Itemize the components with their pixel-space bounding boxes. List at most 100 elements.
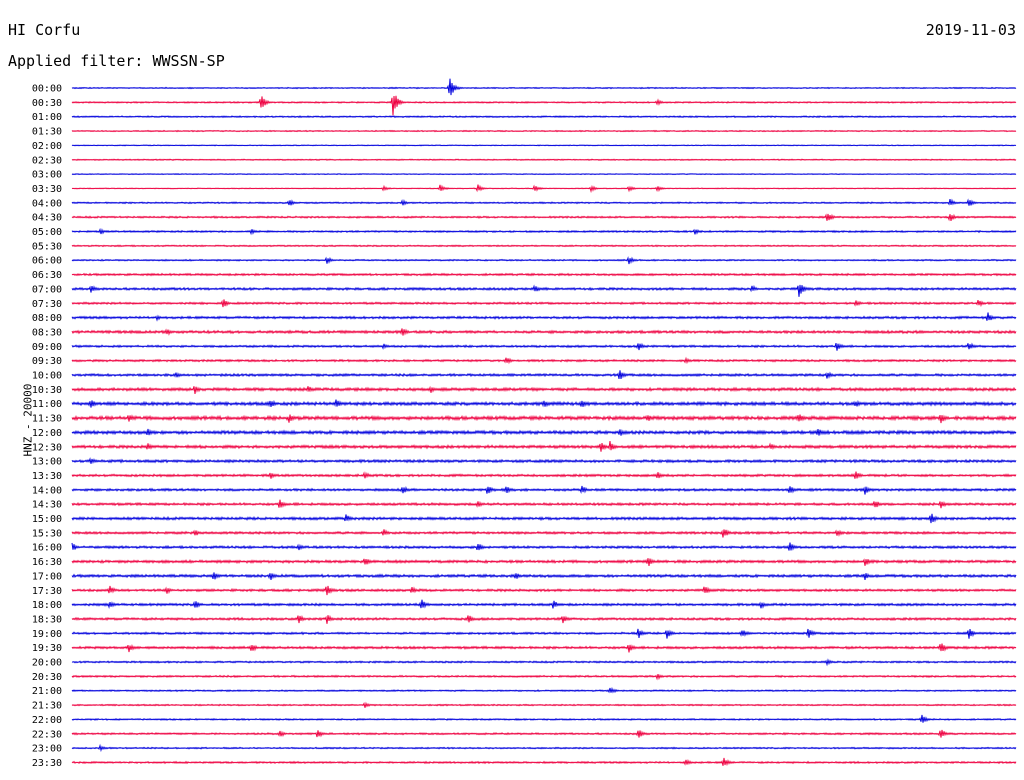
- trace-line: [71, 643, 1017, 653]
- trace-line: [71, 184, 1017, 194]
- trace-line: [71, 284, 1017, 297]
- row-time-label: 05:00: [32, 227, 62, 238]
- row-time-label: 23:00: [32, 744, 62, 755]
- trace-rows: 00:00 00:30 01:00 01:30 02:00 02:30 03:00 03:30…: [32, 78, 1017, 769]
- trace-line: [71, 129, 1017, 133]
- trace-line: [71, 529, 1017, 538]
- row-time-label: 03:30: [32, 184, 62, 195]
- row-time-label: 23:30: [32, 758, 62, 769]
- trace-line: [71, 399, 1017, 408]
- row-time-label: 13:00: [32, 457, 62, 468]
- trace-line: [71, 658, 1017, 667]
- trace-line: [71, 614, 1017, 624]
- row-time-label: 16:30: [32, 557, 62, 568]
- trace-line: [71, 227, 1017, 236]
- row-time-label: 10:00: [32, 371, 62, 382]
- trace-line: [71, 370, 1017, 379]
- row-time-label: 04:00: [32, 198, 62, 209]
- row-time-label: 19:00: [32, 629, 62, 640]
- trace-line: [71, 95, 1017, 116]
- filter-label: Applied filter: WWSSN-SP: [8, 52, 225, 70]
- row-time-label: 18:30: [32, 614, 62, 625]
- trace-line: [71, 471, 1017, 479]
- row-time-label: 19:30: [32, 643, 62, 654]
- row-time-label: 20:00: [32, 658, 62, 669]
- trace-line: [71, 342, 1017, 351]
- row-time-label: 12:00: [32, 428, 62, 439]
- trace-line: [71, 743, 1017, 753]
- row-time-label: 10:30: [32, 385, 62, 396]
- row-time-label: 09:30: [32, 356, 62, 367]
- row-time-label: 02:00: [32, 141, 62, 152]
- trace-line: [71, 173, 1017, 176]
- trace-line: [71, 198, 1017, 206]
- row-time-label: 11:30: [32, 414, 62, 425]
- trace-line: [71, 542, 1017, 551]
- trace-line: [71, 757, 1017, 767]
- row-time-label: 13:30: [32, 471, 62, 482]
- trace-line: [71, 628, 1017, 639]
- row-time-label: 11:00: [32, 399, 62, 410]
- row-time-label: 17:00: [32, 571, 62, 582]
- trace-line: [71, 272, 1017, 277]
- trace-line: [71, 457, 1017, 465]
- row-time-label: 02:30: [32, 155, 62, 166]
- station-title: HI Corfu: [8, 21, 81, 39]
- trace-line: [71, 428, 1017, 436]
- row-time-label: 20:30: [32, 672, 62, 683]
- trace-line: [71, 558, 1017, 566]
- row-time-label: 07:00: [32, 284, 62, 295]
- row-time-label: 07:30: [32, 299, 62, 310]
- row-time-label: 15:30: [32, 528, 62, 539]
- row-time-label: 05:30: [32, 241, 62, 252]
- row-time-label: 15:00: [32, 514, 62, 525]
- trace-line: [71, 414, 1017, 424]
- row-time-label: 22:00: [32, 715, 62, 726]
- row-time-label: 01:00: [32, 112, 62, 123]
- trace-line: [71, 299, 1017, 308]
- trace-line: [71, 213, 1017, 222]
- row-time-label: 08:00: [32, 313, 62, 324]
- date-label: 2019-11-03: [925, 21, 1016, 39]
- row-time-label: 00:00: [32, 84, 62, 95]
- trace-line: [71, 244, 1017, 248]
- trace-line: [71, 701, 1017, 708]
- row-time-label: 17:30: [32, 586, 62, 597]
- row-time-label: 00:30: [32, 98, 62, 109]
- row-time-label: 06:30: [32, 270, 62, 281]
- trace-line: [71, 385, 1017, 394]
- trace-line: [71, 513, 1017, 524]
- trace-line: [71, 356, 1017, 365]
- trace-line: [71, 158, 1017, 162]
- trace-line: [71, 585, 1017, 596]
- row-time-label: 03:00: [32, 170, 62, 181]
- trace-line: [71, 714, 1017, 723]
- trace-line: [71, 485, 1017, 495]
- trace-line: [71, 499, 1017, 509]
- trace-line: [71, 441, 1017, 452]
- row-time-label: 22:30: [32, 729, 62, 740]
- row-time-label: 16:00: [32, 543, 62, 554]
- trace-line: [71, 256, 1017, 265]
- trace-line: [71, 144, 1017, 147]
- row-time-label: 14:30: [32, 500, 62, 511]
- row-time-label: 18:00: [32, 600, 62, 611]
- row-time-label: 14:00: [32, 485, 62, 496]
- trace-line: [71, 729, 1017, 738]
- row-time-label: 08:30: [32, 327, 62, 338]
- trace-line: [71, 599, 1017, 609]
- trace-line: [71, 673, 1017, 681]
- row-time-label: 12:30: [32, 442, 62, 453]
- trace-line: [71, 78, 1017, 96]
- row-time-label: 01:30: [32, 127, 62, 138]
- row-time-label: 21:30: [32, 701, 62, 712]
- trace-line: [71, 115, 1017, 119]
- trace-line: [71, 572, 1017, 580]
- trace-line: [71, 312, 1017, 322]
- row-time-label: 21:00: [32, 686, 62, 697]
- trace-line: [71, 328, 1017, 336]
- row-time-label: 04:30: [32, 213, 62, 224]
- row-time-label: 06:00: [32, 256, 62, 267]
- row-time-label: 09:00: [32, 342, 62, 353]
